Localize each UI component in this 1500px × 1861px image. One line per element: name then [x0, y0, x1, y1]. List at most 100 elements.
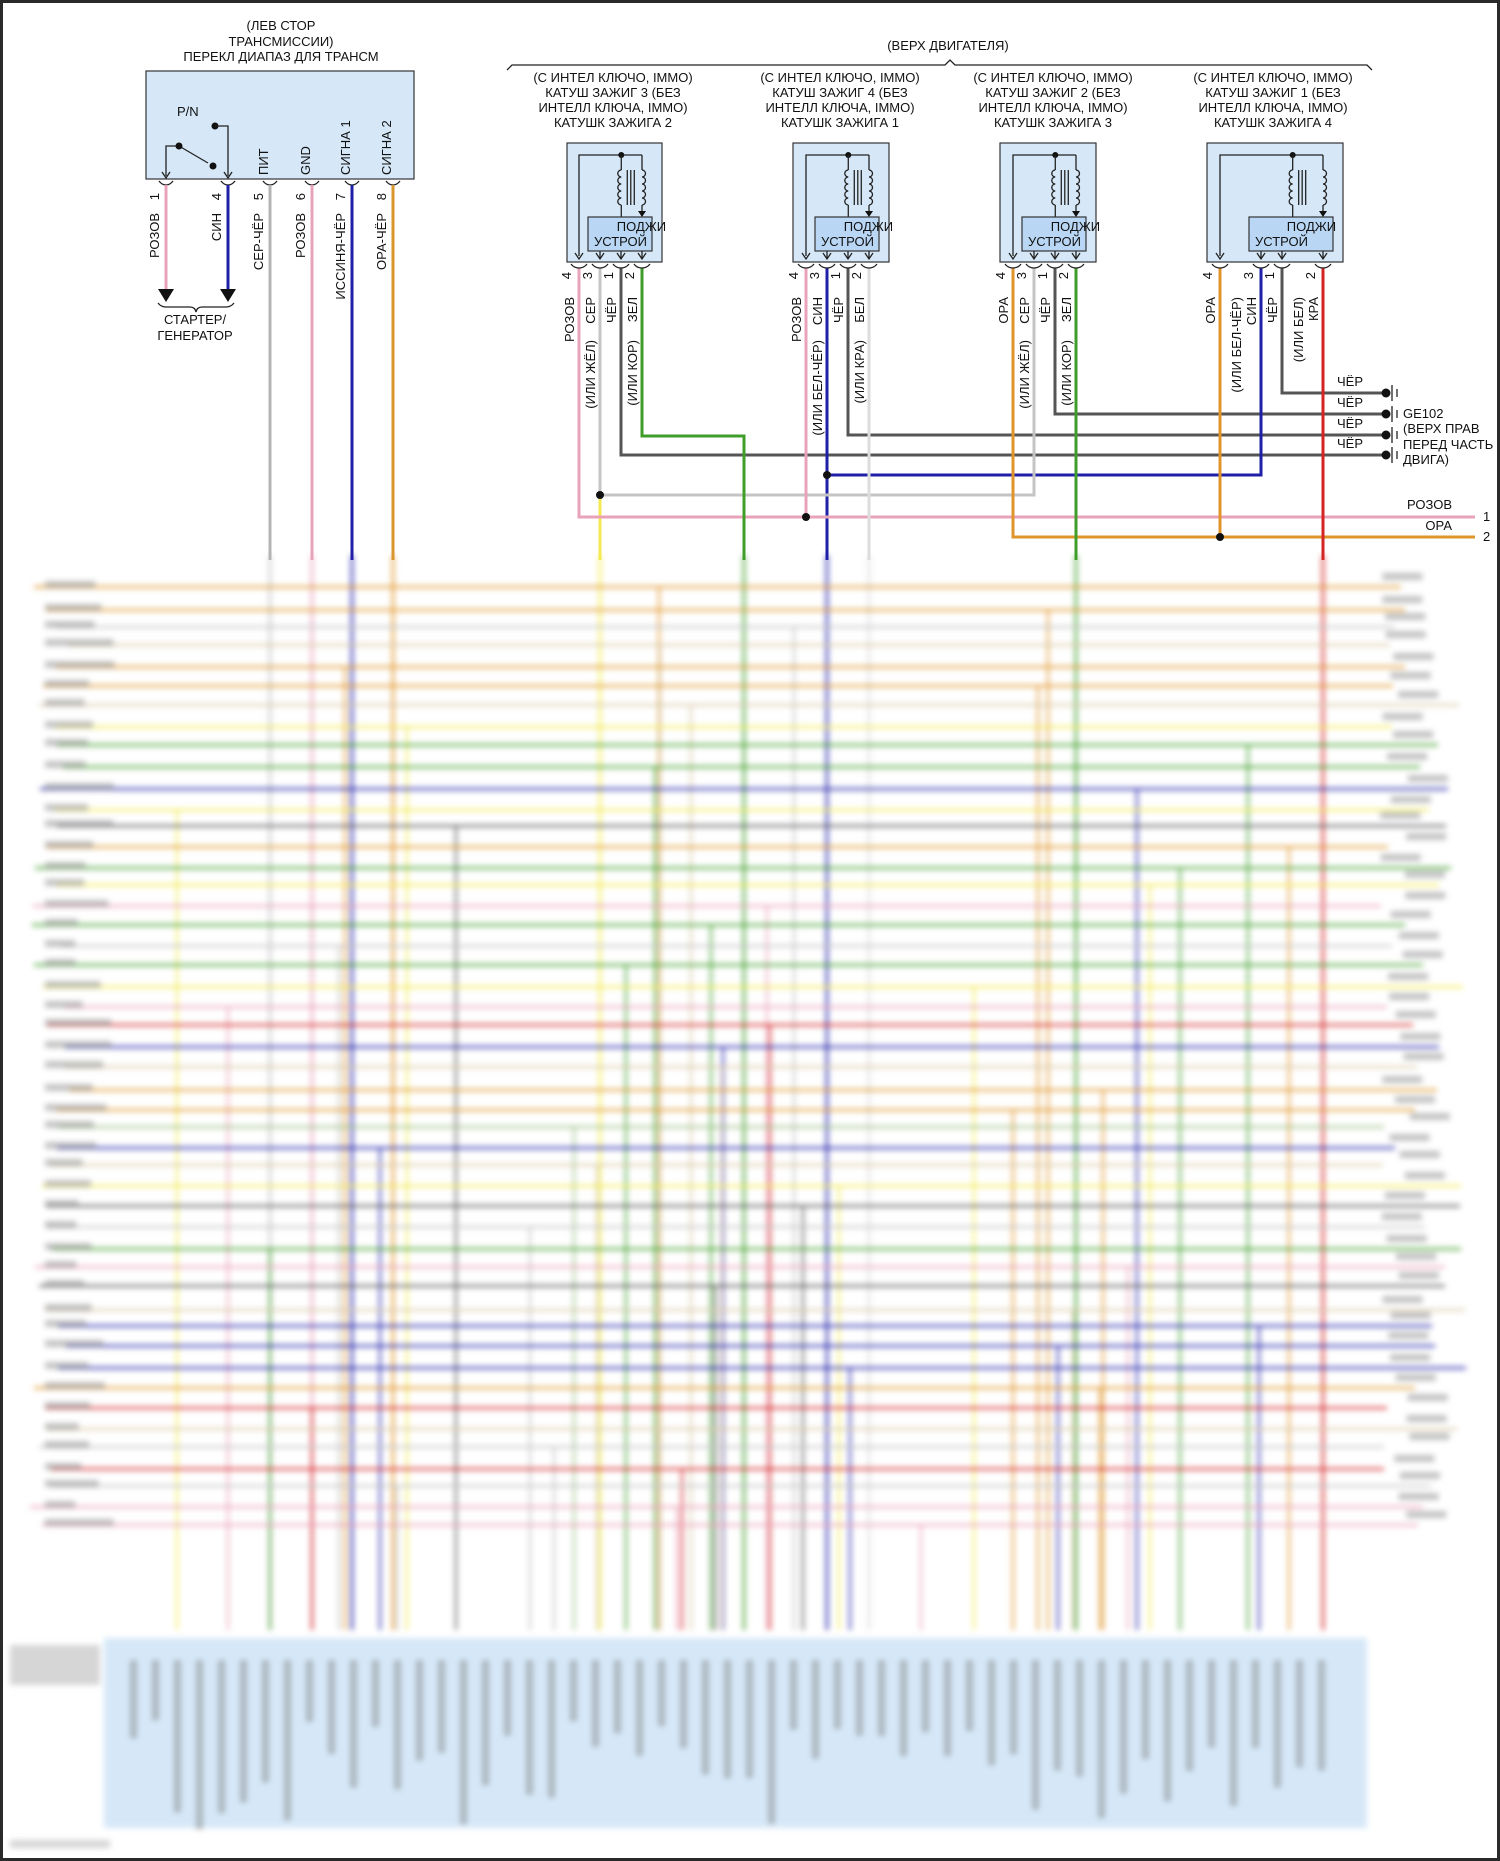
blurred-row-label — [1393, 653, 1434, 660]
blurred-pin-label — [1230, 1660, 1237, 1806]
coil-title-line: (С ИНТЕЛ КЛЮЧО, IMMO) — [1193, 70, 1352, 85]
pin-number: 3 — [1014, 272, 1029, 279]
blurred-pin-label — [1296, 1660, 1303, 1768]
pin-label-pit: ПИТ — [256, 148, 271, 175]
coil-pin-2: 2 БЕЛ (ИЛИ КРА) — [849, 252, 878, 404]
range-switch-pin-1: 1 РОЗОВ — [147, 171, 174, 290]
splice-dot — [802, 513, 810, 521]
igniter-label-1: ПОДЖИ — [1051, 219, 1100, 234]
igniter-label-1: ПОДЖИ — [1287, 219, 1336, 234]
pin-number: 2 — [622, 272, 637, 279]
blurred-pin-label — [1208, 1660, 1215, 1748]
blurred-pin-label — [526, 1660, 533, 1795]
blurred-row-label — [1393, 731, 1434, 738]
blurred-pin-label — [262, 1660, 269, 1783]
blurred-pin-label — [658, 1660, 665, 1727]
coil-pin-1: 1 ЧЁР — [1035, 252, 1064, 323]
blurred-row-label — [45, 841, 94, 848]
transformer-icon — [844, 169, 874, 206]
blurred-row-label — [45, 1159, 83, 1166]
coil-title-line: (С ИНТЕЛ КЛЮЧО, IMMO) — [760, 70, 919, 85]
pin-number: 6 — [293, 193, 308, 200]
igniter-module — [814, 216, 880, 252]
pin-number: 4 — [559, 272, 574, 279]
blurred-row-label — [1398, 1493, 1439, 1500]
wire-color-label: ЧЁР — [831, 297, 846, 323]
wire-color-label: СИН — [810, 297, 825, 325]
ground-icon — [1381, 406, 1398, 422]
blurred-pin-label — [284, 1660, 291, 1821]
ground-location-2: ПЕРЕД ЧАСТЬ — [1403, 437, 1493, 452]
blurred-pin-label — [856, 1660, 863, 1736]
blurred-row-label — [1382, 596, 1423, 603]
pin-number: 4 — [993, 272, 1008, 279]
coil-title-line: ИНТЕЛЛ КЛЮЧА, IMMO) — [1198, 100, 1347, 115]
blurred-pin-label — [1032, 1660, 1039, 1810]
blurred-row-label — [1399, 1472, 1440, 1479]
blurred-row-label — [1386, 1235, 1427, 1242]
arrow-icon — [220, 289, 236, 302]
wire-color-label: ЧЁР — [1265, 297, 1280, 323]
blurred-row-label — [1382, 1076, 1423, 1083]
ground-wire-label-2: ЧЁР — [1337, 395, 1363, 410]
ignition-coil-2: (С ИНТЕЛ КЛЮЧО, IMMO)КАТУШ ЗАЖИГ 4 (БЕЗИ… — [760, 70, 919, 436]
blurred-pin-label — [746, 1660, 753, 1779]
blurred-row-label — [45, 1441, 89, 1448]
blurred-row-label — [45, 1180, 91, 1187]
blurred-row-label — [45, 1501, 76, 1508]
blurred-pin-label — [482, 1660, 489, 1786]
pin-number: 1 — [147, 193, 162, 200]
blurred-row-label — [1390, 1312, 1431, 1319]
ground-icon — [1381, 447, 1398, 463]
blurred-pin-label — [1054, 1660, 1061, 1771]
blurred-row-label — [1409, 1113, 1450, 1120]
blurred-row-label — [1406, 833, 1447, 840]
igniter-label-2: УСТРОЙ — [1028, 234, 1081, 249]
blurred-row-label — [1405, 892, 1446, 899]
blurred-pin-label — [944, 1660, 951, 1757]
blurred-row-label — [1394, 1455, 1435, 1462]
blurred-pin-label — [790, 1660, 797, 1730]
wire-color-label: ИССИНЯ-ЧЁР — [333, 213, 348, 300]
blurred-row-label — [45, 721, 94, 728]
blurred-row-label — [45, 900, 109, 907]
blurred-pin-label — [1142, 1660, 1149, 1760]
blurred-watermark — [10, 1840, 110, 1848]
blurred-row-label — [45, 621, 95, 628]
coil-title-line: КАТУШК ЗАЖИГА 4 — [1214, 115, 1332, 130]
blurred-row-label — [1398, 932, 1439, 939]
blurred-pin-label — [570, 1660, 577, 1722]
blurred-row-label — [1389, 1134, 1430, 1141]
bus-1-label: РОЗОВ — [1407, 497, 1452, 512]
blurred-row-label — [45, 783, 114, 790]
blurred-pin-label — [152, 1660, 159, 1721]
pn-label: P/N — [177, 104, 199, 119]
pin-number: 1 — [1262, 272, 1277, 279]
blurred-row-label — [45, 879, 85, 886]
blurred-pin-label — [1098, 1660, 1105, 1818]
ground-location-3: ДВИГА) — [1403, 452, 1449, 467]
pin-number: 2 — [1056, 272, 1071, 279]
wire-alt-color-label: (ИЛИ БЕЛ-ЧЁР) — [810, 340, 825, 436]
blurred-row-label — [1407, 775, 1448, 782]
igniter-label-2: УСТРОЙ — [594, 234, 647, 249]
splice-dot — [823, 471, 831, 479]
bracket — [157, 302, 235, 313]
blurred-row-label — [45, 1340, 104, 1347]
blurred-row-label — [1385, 613, 1426, 620]
destination-line-1: СТАРТЕР/ — [164, 312, 227, 327]
blurred-pin-label — [174, 1660, 181, 1813]
blurred-row-label — [45, 1261, 77, 1268]
blurred-pin-label — [1252, 1660, 1259, 1749]
blurred-pin-label — [702, 1660, 709, 1775]
blurred-row-label — [45, 739, 88, 746]
blurred-pin-label — [636, 1660, 643, 1756]
range-switch-title-1: (ЛЕВ СТОР — [247, 18, 316, 33]
blurred-row-label — [45, 1519, 114, 1526]
wire-color-label: СЕР-ЧЁР — [251, 213, 266, 270]
ground-icon — [1381, 427, 1398, 443]
blurred-row-label — [45, 919, 78, 926]
range-switch-title-3: ПЕРЕКЛ ДИАПАЗ ДЛЯ ТРАНСМ — [183, 49, 378, 64]
ground-wire-label-3: ЧЁР — [1337, 416, 1363, 431]
blurred-pin-label — [504, 1660, 511, 1736]
